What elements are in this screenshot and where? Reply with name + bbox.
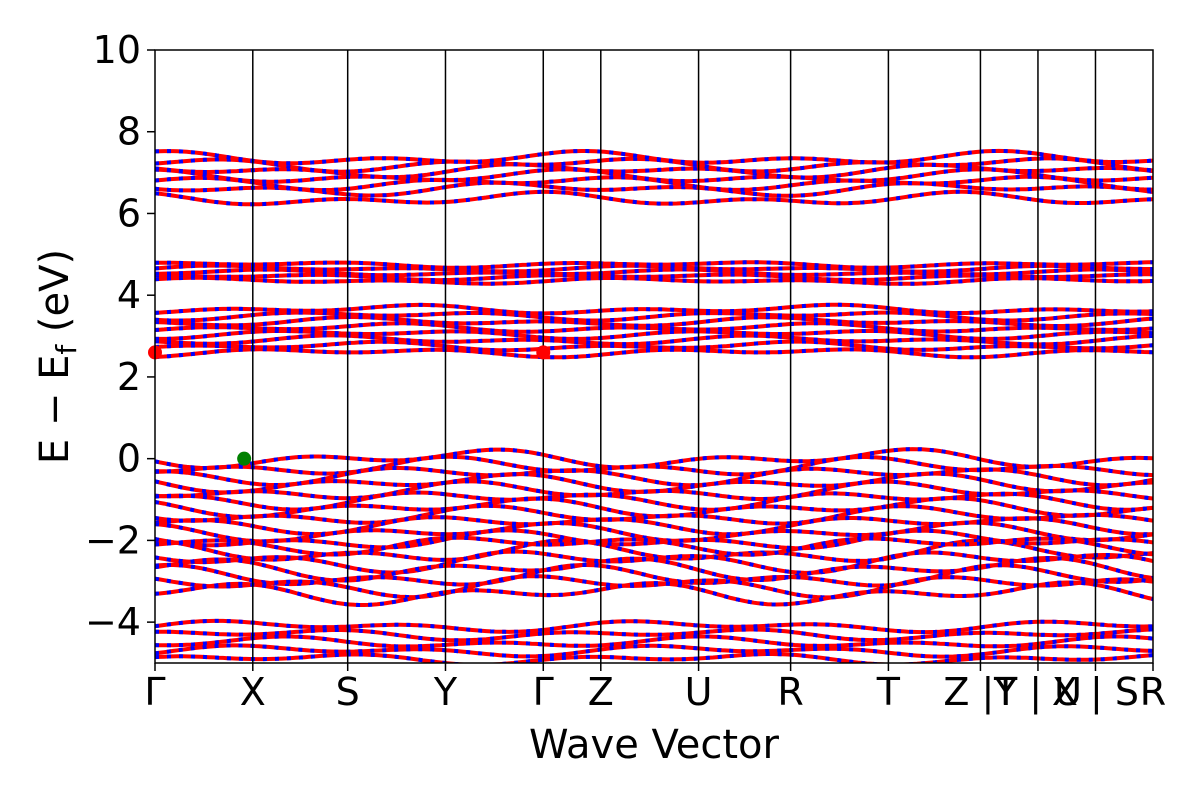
kpoint-lines [252, 50, 1097, 663]
band-line-down [155, 520, 1153, 544]
y-tick-label: 2 [117, 355, 141, 399]
x-tick-label: Γ [144, 670, 165, 714]
band-line-up [155, 454, 1153, 478]
y-axis-title-sub: f [50, 344, 83, 355]
band-line-up [155, 503, 1153, 526]
y-tick-label: 8 [117, 110, 141, 154]
band-line-up [155, 315, 1153, 328]
plot-frame [154, 49, 1154, 664]
band-line-up [155, 652, 1153, 663]
y-axis-title: E − Ef (eV) [32, 249, 83, 464]
y-tick-label: 0 [117, 437, 141, 481]
x-axis-title: Wave Vector [529, 722, 780, 768]
y-axis-title-main: E − E [32, 355, 78, 465]
band-line-up [155, 329, 1153, 341]
bands-layer [155, 148, 1153, 663]
band-line-up [155, 302, 1153, 316]
band-line-up [155, 347, 1153, 360]
x-tick-label: X [240, 670, 266, 714]
x-tick-label: T [876, 670, 901, 714]
band-line-up [155, 634, 1153, 649]
band-line-up [155, 333, 1153, 347]
x-tick-label: R [777, 670, 803, 714]
x-tick-label: R [1140, 670, 1166, 714]
band-line-up [155, 310, 1153, 323]
x-tick-label: X | S [1052, 670, 1139, 715]
y-axis-title-unit: (eV) [32, 249, 78, 345]
markers-layer [148, 345, 551, 466]
band-line-up [155, 267, 1153, 278]
band-line-down [155, 580, 1153, 607]
band-line-up [155, 275, 1153, 286]
band-line-down [155, 496, 1153, 519]
marker-vbm [237, 451, 252, 466]
band-line-down [155, 574, 1153, 600]
band-line-down [155, 471, 1153, 495]
x-tick-label: U [685, 670, 713, 714]
band-line-up [155, 339, 1153, 353]
x-tick-label: Z [588, 670, 614, 714]
x-tick-label: Z |Y [943, 670, 1018, 715]
band-line-up [155, 618, 1153, 635]
band-line-up [155, 627, 1153, 643]
band-line-up [155, 321, 1153, 334]
x-tick-label: S [336, 670, 360, 714]
y-tick-label: −2 [85, 518, 141, 562]
band-line-up [155, 535, 1153, 557]
y-tick-label: −4 [85, 600, 141, 644]
marker-cbm [536, 345, 551, 360]
x-tick-label: Y [433, 670, 458, 714]
band-line-down [155, 549, 1153, 575]
x-tick-label: Γ [533, 670, 554, 714]
y-tick-label: 4 [117, 273, 141, 317]
y-tick-label: 10 [93, 28, 141, 72]
band-line-up [155, 148, 1153, 166]
band-line-up [155, 260, 1153, 270]
y-tick-label: 6 [117, 191, 141, 235]
y-ticks: −4 −2 0 2 4 6 8 10 [85, 28, 155, 644]
band-line-up [155, 643, 1153, 659]
x-tick-label: T | U [993, 670, 1082, 715]
band-line-up [155, 189, 1153, 207]
